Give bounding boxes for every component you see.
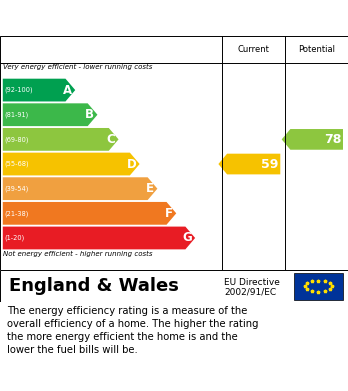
Text: E: E <box>146 182 154 195</box>
Polygon shape <box>3 152 140 176</box>
Polygon shape <box>219 154 280 174</box>
Text: EU Directive: EU Directive <box>224 278 280 287</box>
Polygon shape <box>282 129 343 150</box>
Text: G: G <box>182 231 192 244</box>
Text: 59: 59 <box>261 158 278 170</box>
Text: D: D <box>126 158 136 170</box>
Text: The energy efficiency rating is a measure of the
overall efficiency of a home. T: The energy efficiency rating is a measur… <box>7 306 259 355</box>
Text: (21-38): (21-38) <box>5 210 29 217</box>
Text: (39-54): (39-54) <box>5 185 29 192</box>
Text: Very energy efficient - lower running costs: Very energy efficient - lower running co… <box>3 64 153 70</box>
Text: C: C <box>106 133 115 146</box>
Polygon shape <box>3 128 119 151</box>
Text: A: A <box>63 84 72 97</box>
Text: B: B <box>85 108 94 121</box>
Text: 78: 78 <box>324 133 341 146</box>
Text: (69-80): (69-80) <box>5 136 29 143</box>
Text: Energy Efficiency Rating: Energy Efficiency Rating <box>9 11 219 26</box>
Text: 2002/91/EC: 2002/91/EC <box>224 287 277 296</box>
Text: (81-91): (81-91) <box>5 111 29 118</box>
Polygon shape <box>3 103 97 126</box>
Polygon shape <box>3 202 176 225</box>
Bar <box>294 273 343 300</box>
Text: Not energy efficient - higher running costs: Not energy efficient - higher running co… <box>3 251 153 257</box>
Text: England & Wales: England & Wales <box>9 277 179 295</box>
Text: (55-68): (55-68) <box>5 161 30 167</box>
Text: Current: Current <box>238 45 270 54</box>
Polygon shape <box>3 227 195 249</box>
Text: (92-100): (92-100) <box>5 87 33 93</box>
Text: F: F <box>165 207 173 220</box>
Text: (1-20): (1-20) <box>5 235 25 241</box>
Polygon shape <box>3 79 75 102</box>
Text: Potential: Potential <box>298 45 335 54</box>
Polygon shape <box>3 177 157 200</box>
